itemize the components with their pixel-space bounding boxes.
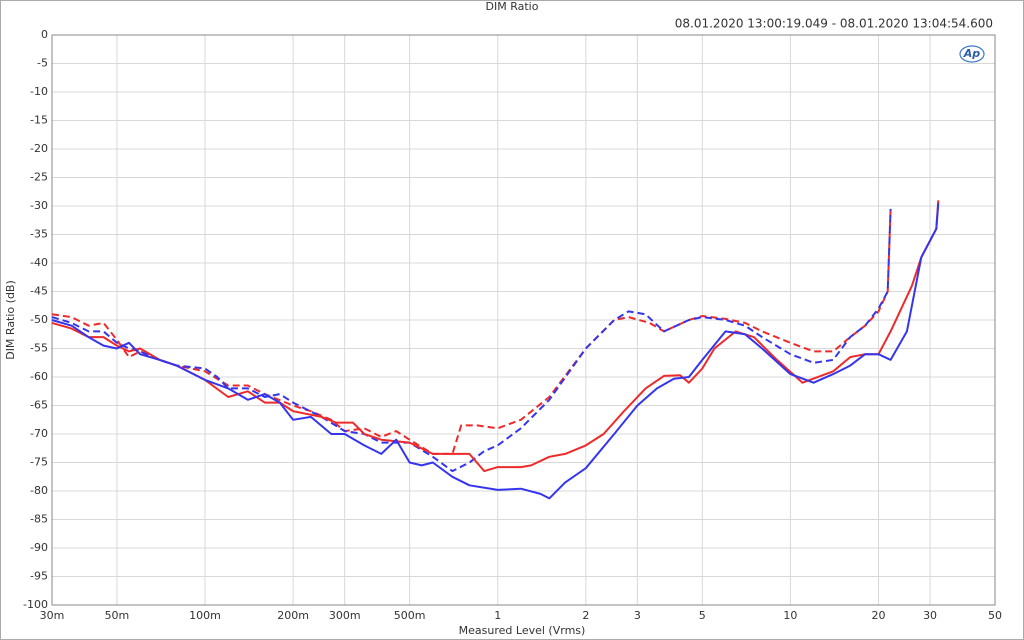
logo: Ap bbox=[963, 47, 981, 60]
series-line bbox=[51, 208, 892, 455]
x-tick-label: 30m bbox=[40, 609, 65, 622]
x-tick-label: 50m bbox=[105, 609, 130, 622]
y-axis-label: DIM Ratio (dB) bbox=[4, 280, 17, 360]
y-tick-label: -70 bbox=[30, 427, 48, 440]
y-tick-label: -20 bbox=[30, 142, 48, 155]
y-tick-label: -65 bbox=[30, 399, 48, 412]
y-tick-label: -100 bbox=[23, 598, 48, 611]
x-tick-label: 3 bbox=[634, 609, 641, 622]
y-tick-label: -75 bbox=[30, 456, 48, 469]
x-tick-label: 10 bbox=[783, 609, 797, 622]
x-tick-label: 500m bbox=[394, 609, 426, 622]
logo-ring bbox=[959, 45, 985, 63]
y-tick-label: -90 bbox=[30, 541, 48, 554]
y-tick-label: -45 bbox=[30, 285, 48, 298]
y-tick-label: -95 bbox=[30, 570, 48, 583]
y-tick-label: -35 bbox=[30, 228, 48, 241]
x-tick-label: 200m bbox=[277, 609, 309, 622]
y-tick-label: -50 bbox=[30, 313, 48, 326]
y-tick-label: -60 bbox=[30, 370, 48, 383]
x-tick-label: 100m bbox=[189, 609, 221, 622]
y-tick-label: -15 bbox=[30, 114, 48, 127]
x-tick-label: 50 bbox=[988, 609, 1002, 622]
x-axis-label: Measured Level (Vrms) bbox=[459, 624, 586, 637]
y-tick-label: -5 bbox=[37, 57, 48, 70]
x-tick-label: 2 bbox=[582, 609, 589, 622]
x-tick-label: 20 bbox=[872, 609, 886, 622]
y-tick-label: -25 bbox=[30, 171, 48, 184]
x-tick-label: 300m bbox=[329, 609, 361, 622]
y-tick-label: -40 bbox=[30, 256, 48, 269]
y-tick-label: -55 bbox=[30, 342, 48, 355]
chart-title: DIM Ratio bbox=[486, 0, 539, 13]
series-line bbox=[51, 203, 940, 500]
x-tick-label: 1 bbox=[494, 609, 501, 622]
y-tick-label: -10 bbox=[30, 85, 48, 98]
y-tick-label: -85 bbox=[30, 513, 48, 526]
y-tick-label: -80 bbox=[30, 484, 48, 497]
chart-subtitle: 08.01.2020 13:00:19.049 - 08.01.2020 13:… bbox=[675, 17, 993, 31]
y-tick-label: -30 bbox=[30, 199, 48, 212]
x-tick-label: 5 bbox=[699, 609, 706, 622]
y-tick-label: 0 bbox=[41, 28, 48, 41]
x-tick-label: 30 bbox=[923, 609, 937, 622]
